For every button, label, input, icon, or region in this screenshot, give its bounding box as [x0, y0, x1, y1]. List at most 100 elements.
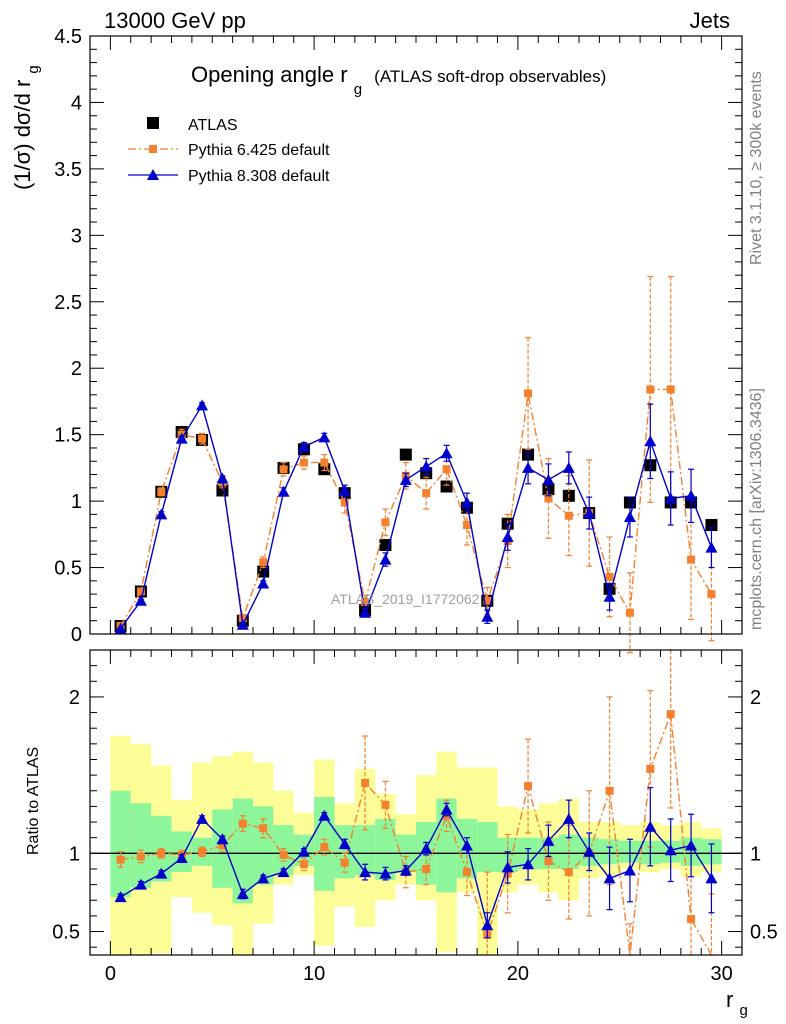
pythia8-ratio-marker [236, 888, 249, 899]
pythia8-main-marker [562, 461, 575, 473]
ratio-band-green [253, 806, 274, 885]
ratio-y-tick-label-left: 2 [69, 687, 80, 709]
pythia8-main-marker [196, 399, 209, 411]
pythia8-main-marker [399, 473, 412, 485]
pythia6-main-marker [483, 596, 492, 605]
pythia6-ratio-marker [381, 800, 390, 809]
ratio-y-tick-label-right: 2 [750, 687, 761, 709]
ratio-y-tick-label-left: 1 [69, 843, 80, 865]
x-tick-label: 10 [303, 963, 325, 985]
pythia8-main-marker [379, 553, 392, 565]
pythia8-ratio-marker [420, 842, 433, 854]
pythia8-main-marker [664, 492, 677, 504]
pythia8-ratio-marker [501, 861, 514, 873]
pythia6-ratio-marker [157, 849, 166, 858]
pythia8-ratio-marker [114, 891, 127, 903]
pythia8-main-marker [460, 496, 473, 508]
pythia8-main-marker [603, 590, 616, 602]
main-y-tick-label: 2 [71, 358, 82, 380]
pythia6-ratio-group [116, 649, 715, 956]
pythia6-main-marker [544, 494, 553, 503]
pythia6-main-marker [564, 511, 573, 520]
pythia6-main-marker [279, 465, 288, 474]
pythia8-ratio-marker [603, 872, 616, 884]
pythia6-main-marker [524, 389, 533, 398]
ratio-y-tick-label-right: 1 [750, 843, 761, 865]
main-y-tick-label: 3 [71, 225, 82, 247]
ratio-band-yellow [191, 762, 213, 913]
pythia8-ratio-marker [297, 845, 310, 857]
pythia6-ratio-marker [524, 782, 533, 791]
pythia8-main-marker [583, 507, 596, 519]
pythia6-ratio-marker [564, 868, 573, 877]
pythia6-main-marker [361, 598, 370, 607]
header-right-label: Jets [690, 8, 730, 33]
pythia8-ratio-marker [623, 864, 636, 876]
pythia8-main-marker [236, 618, 249, 630]
ratio-band-green [334, 825, 355, 879]
pythia8-main-marker [522, 461, 535, 473]
legend-pythia8-marker [147, 169, 159, 180]
pythia8-ratio-marker [705, 872, 718, 884]
pythia8-main-marker [114, 622, 127, 634]
pythia8-ratio-marker [318, 809, 331, 821]
pythia6-main-marker [157, 487, 166, 496]
pythia8-ratio-group [114, 787, 718, 939]
pythia6-main-marker [299, 458, 308, 467]
pythia6-ratio-marker [646, 764, 655, 773]
pythia8-main-marker [644, 435, 657, 447]
pythia8-ratio-marker [134, 878, 147, 890]
pythia6-ratio-marker [605, 786, 614, 795]
header-left-label: 13000 GeV pp [104, 8, 246, 33]
pythia6-ratio-marker [462, 868, 471, 877]
legend-pythia6-marker [149, 145, 157, 153]
series-marks [114, 275, 718, 956]
pythia8-ratio-marker [277, 866, 290, 878]
pythia6-ratio-marker [136, 852, 145, 861]
pythia8-main-marker [440, 447, 453, 459]
pythia8-ratio-marker [685, 839, 698, 851]
pythia6-ratio-marker [340, 858, 349, 867]
pythia8-ratio-marker [440, 803, 453, 815]
pythia8-main-marker [155, 508, 168, 520]
main-y-tick-label: 1.5 [54, 425, 82, 447]
pythia6-main-marker [320, 458, 329, 467]
pythia6-main-marker [259, 558, 268, 567]
main-y-tick-label: 2.5 [54, 292, 82, 314]
pythia6-ratio-marker [422, 864, 431, 873]
pythia8-main-marker [623, 511, 636, 523]
plot-title: Opening angle r g (ATLAS soft-drop obser… [191, 62, 606, 99]
atlas-data-marker [440, 480, 453, 493]
pythia8-ratio-marker [216, 833, 229, 845]
legend-pythia8-label: Pythia 8.308 default [188, 168, 330, 185]
pythia6-main-marker [625, 608, 634, 617]
plot-title-extra: (ATLAS soft-drop observables) [374, 67, 606, 86]
main-y-axis-label: (1/σ) dσ/d r g [10, 65, 42, 190]
mcplots-source-label: mcplots.cern.ch [arXiv:1306.3436] [748, 388, 765, 630]
pythia8-ratio-marker [359, 866, 372, 878]
pythia6-main-marker [707, 590, 716, 599]
pythia8-ratio-marker [338, 837, 351, 849]
axis-ticks [90, 35, 742, 955]
main-y-tick-label: 4.5 [54, 26, 82, 48]
pythia8-main-marker [257, 577, 270, 589]
pythia6-main-marker [381, 518, 390, 527]
pythia6-ratio-marker [361, 778, 370, 787]
ratio-band-green [130, 803, 152, 888]
ratio-band-green [232, 798, 253, 904]
pythia6-main-marker [646, 385, 655, 394]
ratio-band-green [375, 818, 396, 880]
pythia8-ratio-marker [460, 839, 473, 851]
pythia8-ratio-marker [644, 820, 657, 832]
atlas-data-marker [399, 448, 412, 461]
pythia6-ratio-marker [116, 855, 125, 864]
x-axis-label: r g [726, 987, 748, 1019]
x-tick-label: 20 [507, 963, 529, 985]
pythia8-ratio-marker [196, 812, 209, 824]
pythia8-main-marker [542, 473, 555, 485]
pythia8-main-marker [338, 484, 351, 496]
main-y-tick-label: 1 [71, 491, 82, 513]
pythia8-main-marker [277, 485, 290, 497]
tick-labels: 0 10 20 30 0 0.5 1 1.5 2 2.5 3 3.5 4 4.5 0.5 0.5 1 1 2 2 [52, 26, 778, 985]
ratio-band-green [354, 825, 376, 876]
